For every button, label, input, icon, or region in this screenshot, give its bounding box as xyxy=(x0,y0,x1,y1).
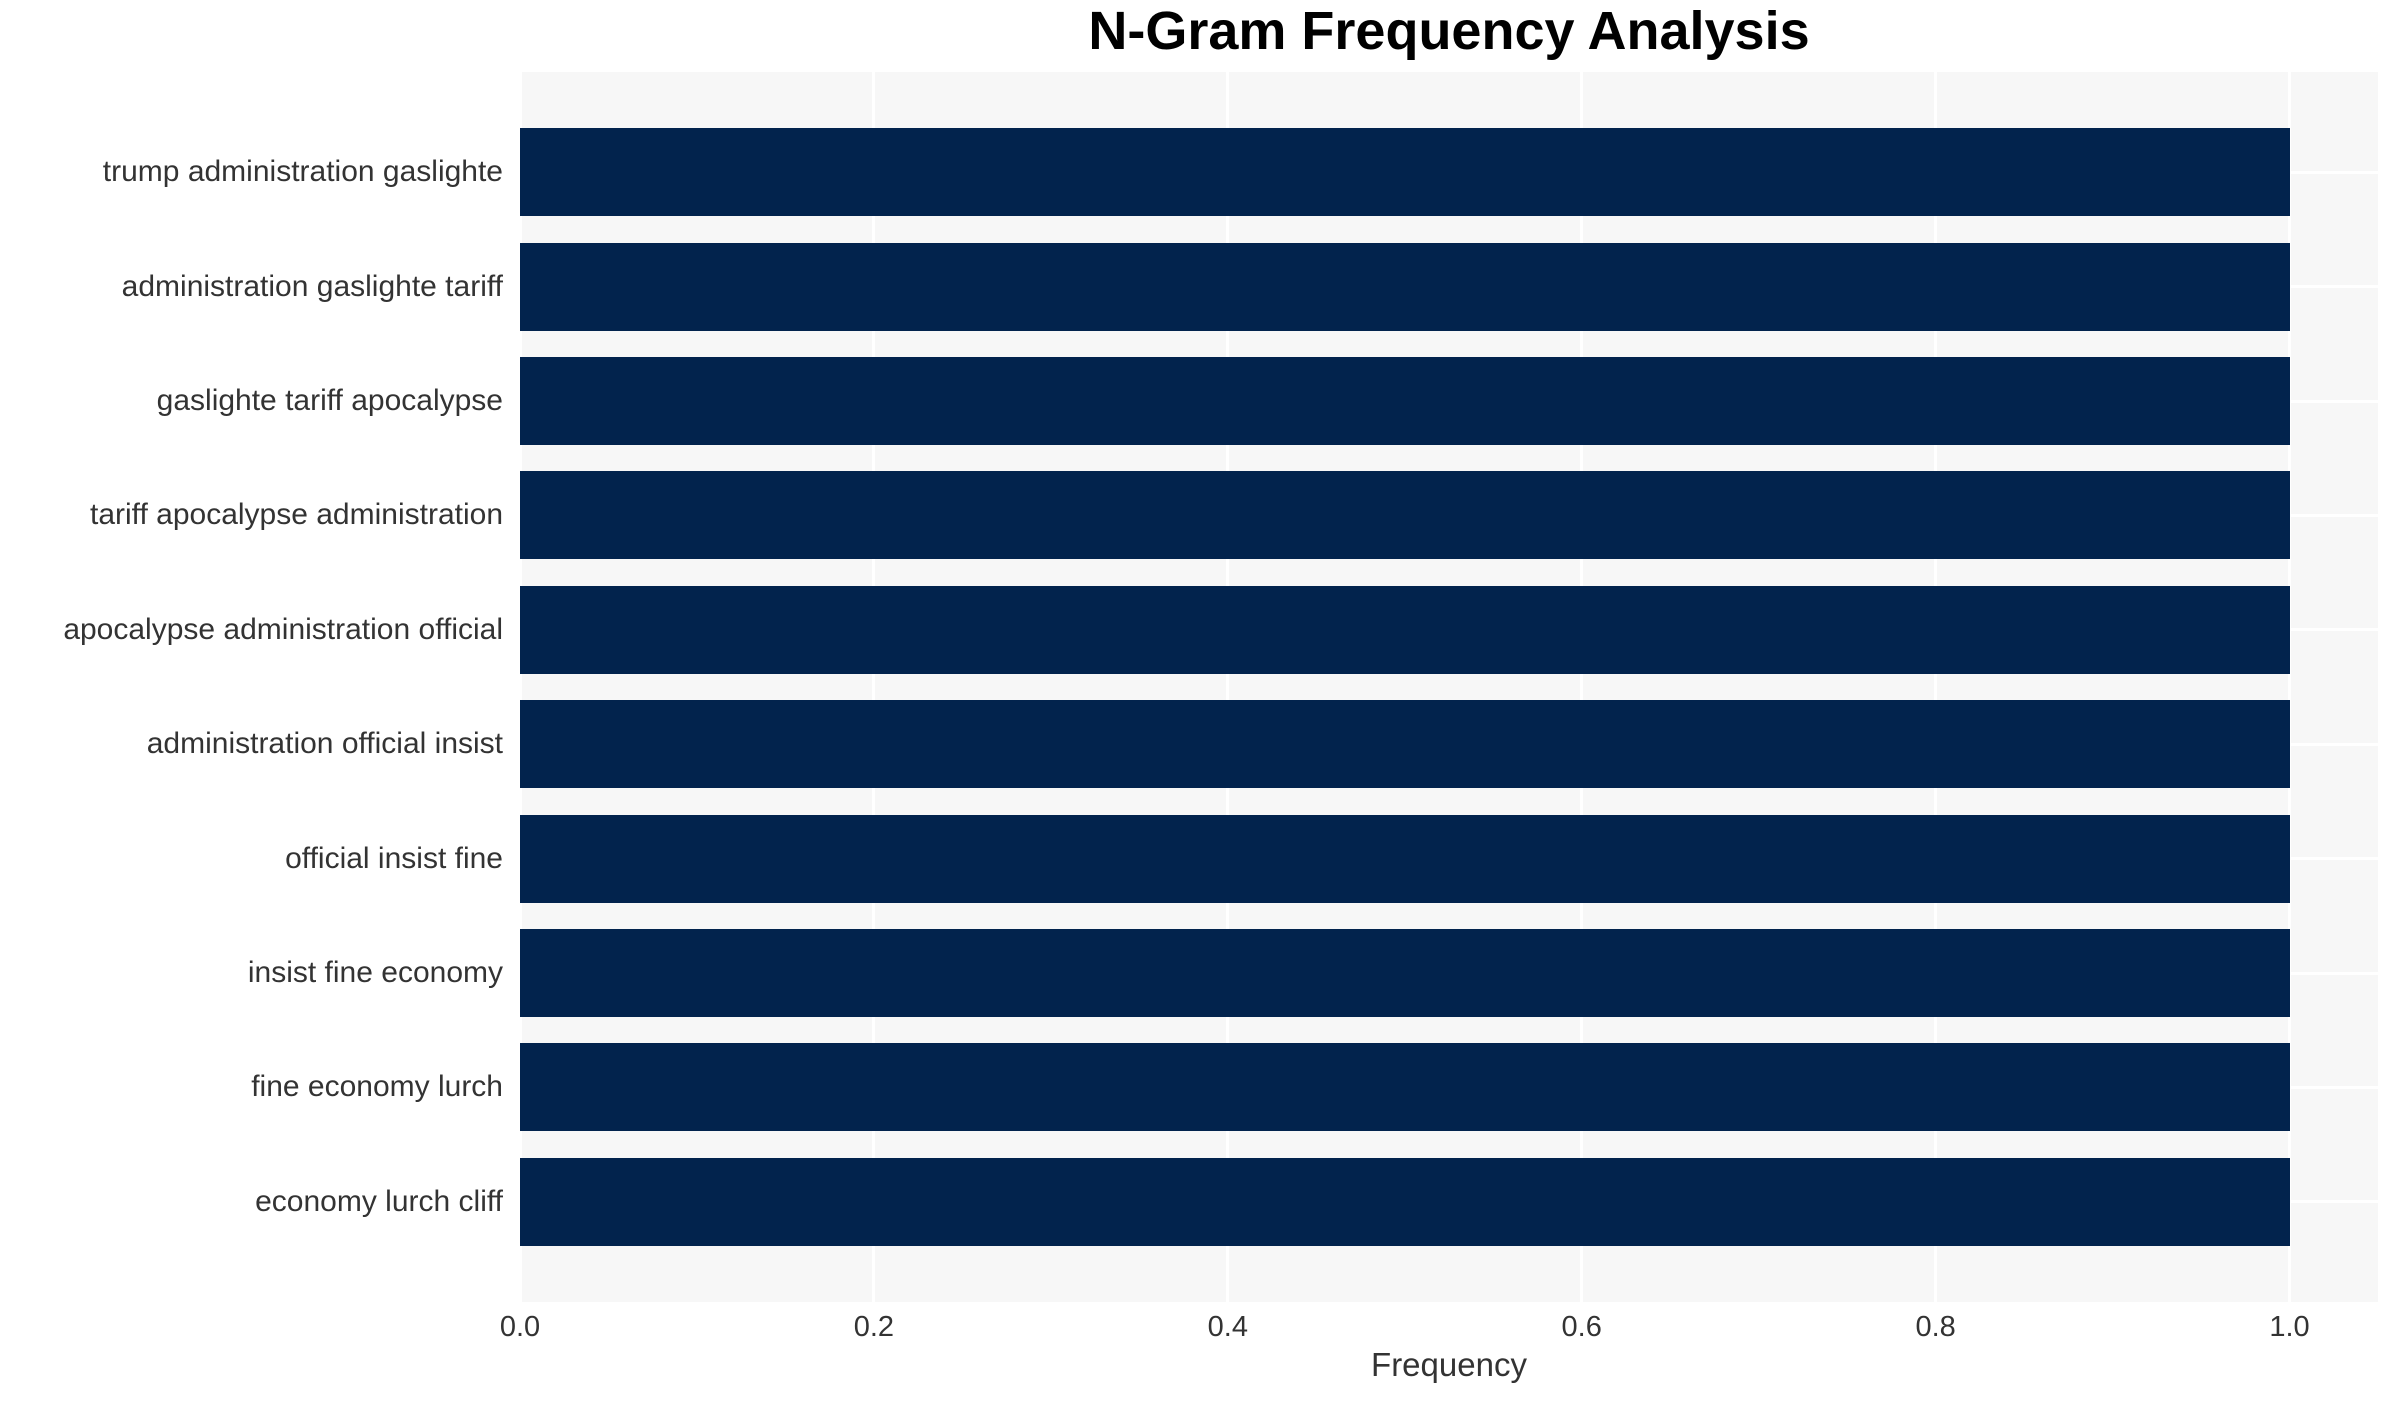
chart-title: N-Gram Frequency Analysis xyxy=(1088,1,1810,61)
y-tick-label: gaslighte tariff apocalypse xyxy=(156,384,503,417)
bar xyxy=(520,585,2290,674)
bar xyxy=(520,357,2290,445)
y-tick-label: economy lurch cliff xyxy=(255,1184,503,1218)
y-tick-label: official insist fine xyxy=(285,841,503,875)
x-gridline xyxy=(1934,72,1938,1302)
bar xyxy=(520,242,2290,331)
bar xyxy=(520,700,2290,789)
x-axis-ticks: 0.0 0.2 0.4 0.6 0.8 1.0 xyxy=(0,1309,2398,1349)
bar xyxy=(520,471,2290,560)
y-tick-label: insist fine economy xyxy=(247,956,503,989)
bar xyxy=(520,1043,2290,1132)
x-gridline xyxy=(2288,72,2292,1302)
x-tick-label: 0.0 xyxy=(499,1311,541,1343)
y-tick-label: administration gaslighte tariff xyxy=(121,269,503,303)
x-gridline xyxy=(872,72,876,1302)
x-gridline xyxy=(518,72,522,1302)
y-tick-label: tariff apocalypse administration xyxy=(90,498,503,532)
y-axis-labels: trump administration gaslighte administra… xyxy=(0,72,520,1302)
bar xyxy=(520,929,2290,1017)
x-tick-label: 0.4 xyxy=(1207,1311,1248,1343)
bar xyxy=(520,1157,2290,1246)
plot-area xyxy=(518,72,2378,1302)
x-axis-title: Frequency xyxy=(1371,1346,1527,1383)
y-tick-label: administration official insist xyxy=(146,727,503,761)
y-tick-label: fine economy lurch xyxy=(251,1070,503,1104)
y-tick-label: trump administration gaslighte xyxy=(102,155,503,189)
x-tick-label: 1.0 xyxy=(2269,1311,2310,1343)
x-gridline xyxy=(1580,72,1584,1302)
x-tick-label: 0.6 xyxy=(1561,1311,1602,1343)
x-gridline xyxy=(1226,72,1230,1302)
bar xyxy=(520,814,2290,903)
y-tick-label: apocalypse administration official xyxy=(63,612,503,646)
bar xyxy=(520,128,2290,217)
x-tick-label: 0.8 xyxy=(1915,1311,1956,1343)
x-tick-label: 0.2 xyxy=(853,1311,895,1343)
